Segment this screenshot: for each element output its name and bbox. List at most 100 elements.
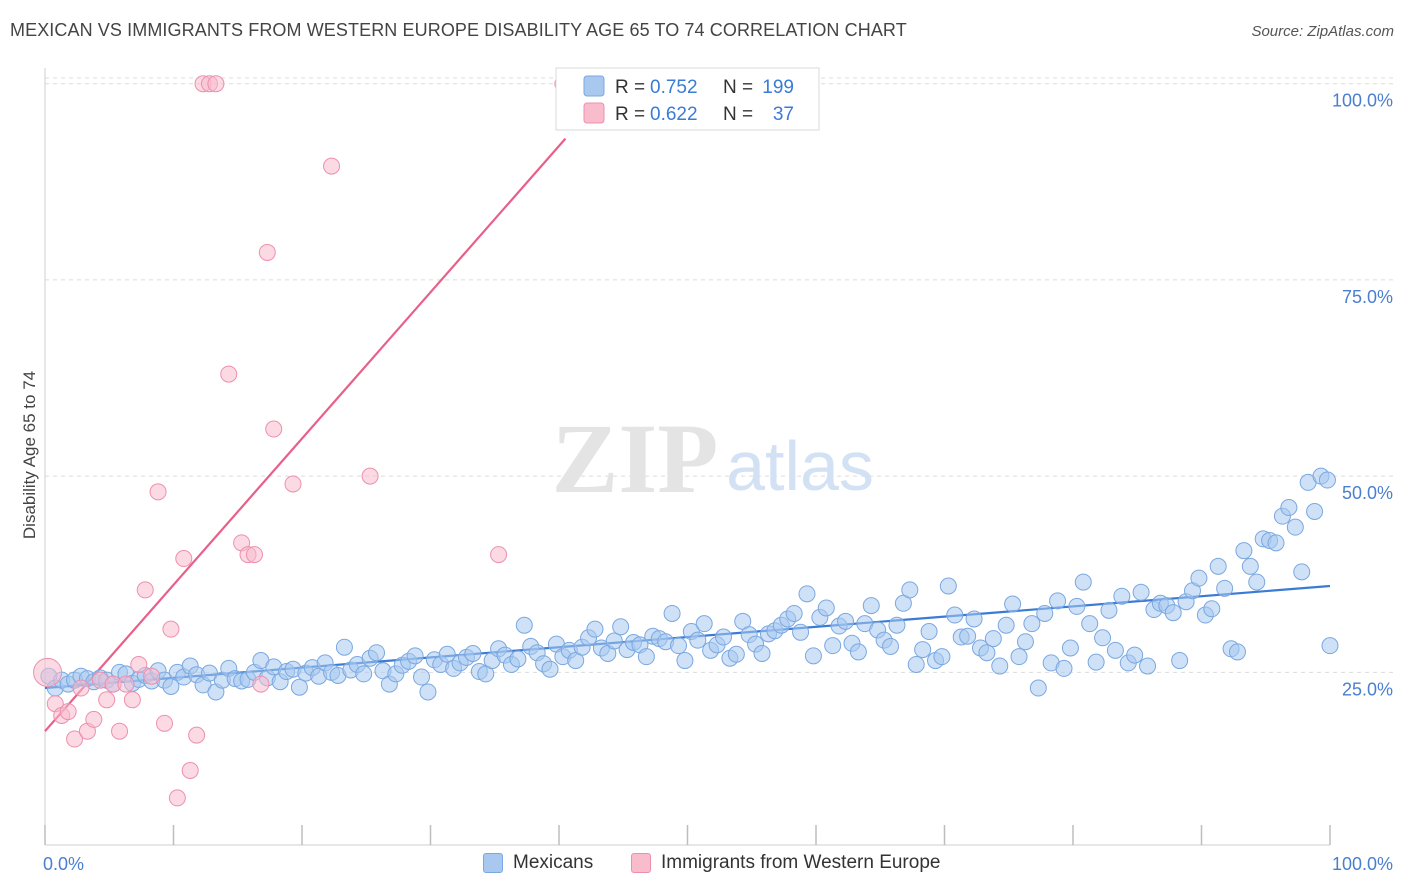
point-western-europe-5	[72, 679, 90, 697]
point-mexicans-119	[804, 647, 822, 665]
legend-swatch-western-europe-bottom	[631, 853, 651, 873]
x-tick-label-max: 100.0%	[1332, 854, 1393, 874]
point-mexicans-58	[413, 668, 431, 686]
point-mexicans-117	[792, 623, 810, 641]
point-mexicans-62	[438, 645, 456, 663]
point-mexicans-132	[888, 616, 906, 634]
legend-item-western-europe[interactable]: Immigrants from Western Europe	[631, 852, 940, 874]
point-western-europe-7	[85, 710, 103, 728]
point-mexicans-160	[1068, 597, 1086, 615]
point-mexicans-161	[1074, 573, 1092, 591]
point-mexicans-182	[1209, 557, 1227, 575]
legend-r-value-2: 0.622	[650, 104, 698, 125]
point-mexicans-126	[849, 643, 867, 661]
point-mexicans-185	[1228, 643, 1246, 661]
point-mexicans-57	[406, 647, 424, 665]
watermark-zip: ZIP	[552, 403, 719, 514]
point-mexicans-152	[1016, 633, 1034, 651]
point-mexicans-19	[162, 677, 180, 695]
point-mexicans-188	[1248, 573, 1266, 591]
legend-swatch-western-europe	[583, 102, 605, 124]
legend-n-label-2: N =	[723, 104, 753, 125]
point-mexicans-98	[670, 637, 688, 655]
point-mexicans-139	[933, 648, 951, 666]
point-mexicans-183	[1216, 579, 1234, 597]
point-mexicans-166	[1106, 641, 1124, 659]
point-western-europe-21	[175, 550, 193, 568]
point-mexicans-170	[1132, 583, 1150, 601]
point-western-europe-13	[123, 691, 141, 709]
point-mexicans-191	[1267, 534, 1285, 552]
point-mexicans-169	[1126, 646, 1144, 664]
point-western-europe-3	[59, 703, 77, 721]
point-mexicans-144	[965, 610, 983, 628]
point-western-europe-12	[117, 675, 135, 693]
legend-n-value-1: 199	[762, 77, 794, 98]
point-mexicans-74	[515, 616, 533, 634]
legend-swatch-mexicans-bottom	[483, 853, 503, 873]
point-mexicans-153	[1023, 615, 1041, 633]
point-mexicans-39	[290, 678, 308, 696]
point-mexicans-131	[882, 637, 900, 655]
point-mexicans-89	[612, 618, 630, 636]
point-mexicans-150	[1004, 595, 1022, 613]
point-mexicans-186	[1235, 542, 1253, 560]
point-mexicans-137	[920, 623, 938, 641]
point-mexicans-149	[997, 616, 1015, 634]
point-mexicans-167	[1113, 587, 1131, 605]
point-mexicans-171	[1139, 657, 1157, 675]
point-mexicans-105	[714, 628, 732, 646]
point-mexicans-128	[862, 597, 880, 615]
point-western-europe-35	[323, 157, 341, 175]
point-mexicans-151	[1010, 648, 1028, 666]
point-western-europe-19	[162, 620, 180, 638]
point-mexicans-187	[1241, 557, 1259, 575]
point-mexicans-179	[1190, 569, 1208, 587]
point-western-europe-23	[188, 726, 206, 744]
point-mexicans-157	[1049, 592, 1067, 610]
point-mexicans-101	[689, 631, 707, 649]
point-western-europe-17	[149, 483, 167, 501]
y-tick-label-3: 75.0%	[1342, 287, 1393, 307]
point-mexicans-193	[1280, 499, 1298, 517]
point-western-europe-11	[111, 722, 129, 740]
point-western-europe-16	[143, 667, 161, 685]
legend-r-label-1: R =	[615, 77, 645, 98]
point-mexicans-195	[1293, 563, 1311, 581]
axes	[44, 68, 1331, 846]
tick-labels: 25.0% 50.0% 75.0% 100.0% 0.0% 100.0%	[43, 91, 1393, 874]
point-western-europe-14	[130, 655, 148, 673]
stats-legend: R = 0.752 N = 199 R = 0.622 N = 37	[555, 67, 820, 131]
legend-n-value-2: 37	[773, 104, 794, 125]
point-western-europe-18	[156, 714, 174, 732]
point-mexicans-154	[1029, 679, 1047, 697]
legend-item-mexicans[interactable]: Mexicans	[483, 852, 593, 874]
y-tick-label-2: 50.0%	[1342, 483, 1393, 503]
point-western-europe-33	[265, 420, 283, 438]
legend-label-western-europe: Immigrants from Western Europe	[661, 852, 941, 873]
point-mexicans-51	[368, 644, 386, 662]
point-western-europe-27	[220, 365, 238, 383]
point-mexicans-102	[695, 615, 713, 633]
point-western-europe-30	[245, 546, 263, 564]
point-mexicans-155	[1036, 604, 1054, 622]
point-mexicans-148	[991, 657, 1009, 675]
watermark: ZIP atlas	[552, 403, 874, 514]
point-western-europe-36	[361, 467, 379, 485]
point-mexicans-163	[1087, 653, 1105, 671]
point-mexicans-146	[978, 644, 996, 662]
point-mexicans-99	[676, 652, 694, 670]
point-mexicans-199	[1318, 471, 1336, 489]
point-western-europe-37	[490, 546, 508, 564]
point-western-europe-20	[168, 789, 186, 807]
series-mexicans	[40, 467, 1339, 701]
point-western-europe-32	[258, 243, 276, 261]
point-mexicans-59	[419, 683, 437, 701]
point-mexicans-107	[727, 645, 745, 663]
point-western-europe-9	[98, 691, 116, 709]
point-mexicans-88	[605, 632, 623, 650]
point-mexicans-46	[335, 638, 353, 656]
point-mexicans-159	[1061, 639, 1079, 657]
point-western-europe-26	[207, 75, 225, 93]
point-mexicans-181	[1203, 600, 1221, 618]
